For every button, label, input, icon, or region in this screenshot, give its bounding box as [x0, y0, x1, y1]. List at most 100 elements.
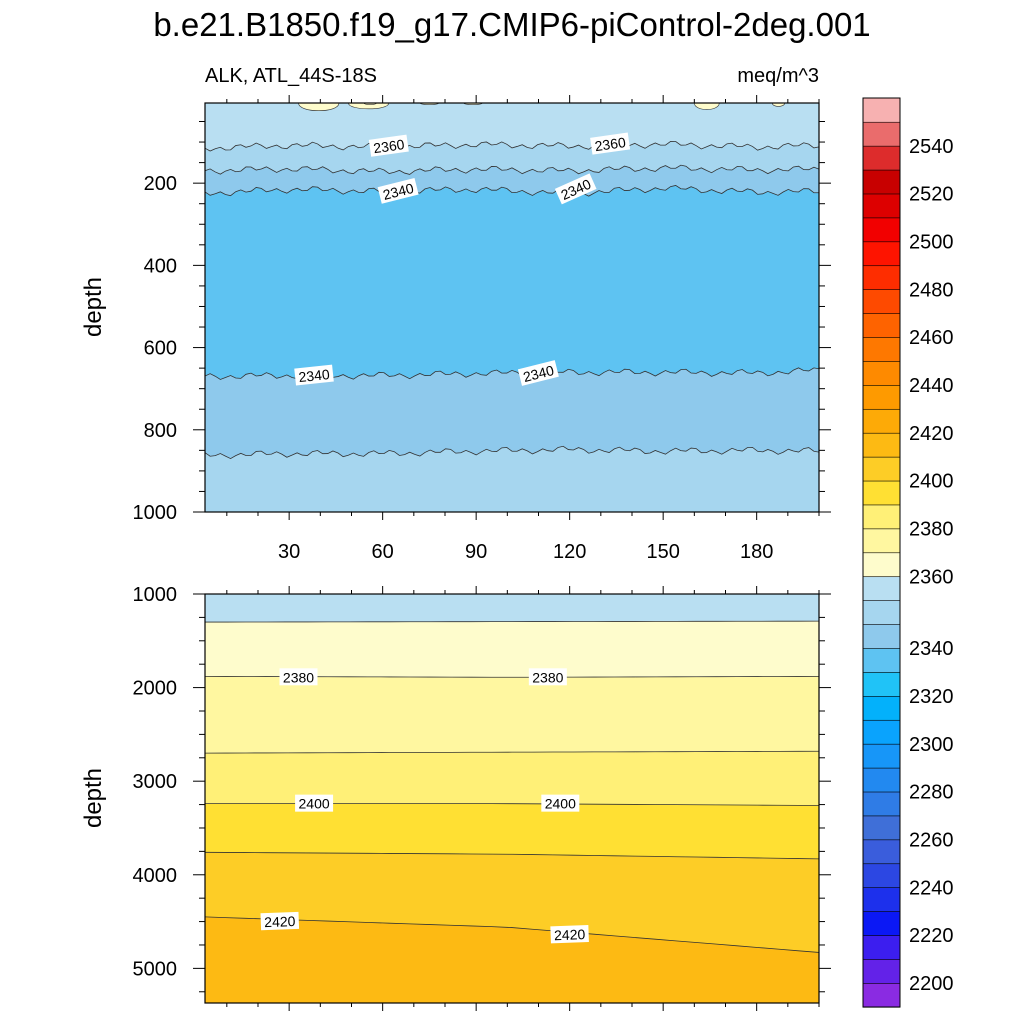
colorbar-swatch [862, 97, 901, 123]
colorbar-tick-label: 2400 [909, 471, 954, 493]
colorbar-swatch [862, 911, 901, 936]
colorbar-swatch [862, 504, 901, 530]
contour-label: 2340 [517, 360, 559, 386]
colorbar-swatch [862, 432, 901, 458]
svg-text:2400: 2400 [299, 796, 330, 812]
lower-contour-labels: 2380 2380 2400 2400 2420 2420 [260, 668, 589, 944]
contour-band [205, 185, 819, 380]
colorbar-swatch [862, 576, 901, 601]
colorbar-tick-label: 2340 [909, 638, 954, 660]
colorbar-swatch [862, 312, 901, 338]
y-tick-label: 2000 [133, 678, 178, 700]
contour-label: 2340 [377, 178, 419, 204]
colorbar-swatch [862, 480, 901, 506]
contour-band [205, 103, 819, 152]
contour-label: 2360 [368, 134, 409, 157]
y-tick-label: 200 [144, 173, 177, 195]
svg-text:2420: 2420 [554, 926, 586, 943]
svg-text:2360: 2360 [372, 136, 405, 156]
contour-label: 2380 [279, 668, 318, 686]
upper-left-string: ALK, ATL_44S-18S [205, 65, 377, 87]
upper-contour-fill [205, 103, 819, 512]
y-tick-label: 1000 [133, 584, 178, 606]
contour-band [205, 367, 819, 459]
contour-line [205, 750, 819, 754]
contour-line [205, 620, 819, 623]
contour-line [205, 916, 819, 953]
contour-band [205, 141, 819, 175]
contour-label: 2400 [541, 794, 580, 812]
contour-label: 2380 [528, 668, 567, 686]
contour-band [205, 916, 819, 1003]
colorbar-tick-label: 2500 [909, 232, 954, 254]
contour-line [205, 851, 819, 860]
upper-units-string: meq/m^3 [737, 65, 819, 87]
lower-x-axis [226, 586, 820, 1011]
contour-label: 2400 [295, 794, 334, 812]
colorbar-swatch [862, 600, 901, 625]
svg-text:2380: 2380 [532, 669, 563, 685]
svg-text:2340: 2340 [381, 180, 415, 203]
lower-panel: 2380 2380 2400 2400 2420 2420 1000 2000 3000 400… [80, 584, 831, 1011]
colorbar-swatch [862, 145, 901, 171]
contour-band [205, 165, 819, 197]
colorbar-swatch [862, 671, 901, 697]
contour-line [205, 185, 819, 197]
contour-band [205, 621, 819, 678]
contour-label: 2340 [294, 364, 334, 386]
colorbar-swatch [862, 839, 901, 865]
contour-band [205, 803, 819, 859]
contour-label: 2420 [260, 911, 300, 931]
y-tick-label: 400 [144, 255, 177, 277]
colorbar-swatch [862, 887, 901, 912]
lower-y-axis: 1000 2000 3000 4000 5000 [133, 584, 831, 993]
colorbar-swatch [862, 934, 901, 960]
svg-text:2400: 2400 [545, 796, 576, 812]
y-tick-label: 5000 [133, 958, 178, 980]
colorbar-swatch [862, 193, 901, 219]
svg-text:2420: 2420 [264, 913, 296, 930]
colorbar-swatch [862, 528, 901, 554]
colorbar-swatch [862, 719, 901, 745]
x-tick-label: 150 [646, 541, 679, 563]
colorbar-swatch [862, 767, 901, 793]
colorbar-tick-label: 2300 [909, 734, 954, 756]
lower-y-axis-label: depth [80, 768, 107, 828]
contour-line [205, 445, 819, 460]
colorbar-tick-label: 2320 [909, 686, 954, 708]
colorbar: 2200 2220 2240 2260 2280 2300 2320 2340 2360 2380… [862, 97, 954, 1008]
colorbar-swatch [862, 552, 901, 578]
contour-band [205, 594, 819, 623]
colorbar-tick-label: 2440 [909, 375, 954, 397]
x-tick-label: 60 [372, 541, 394, 563]
colorbar-swatch [862, 791, 901, 817]
svg-text:2380: 2380 [283, 669, 314, 685]
colorbar-tick-label: 2380 [909, 519, 954, 541]
colorbar-tick-label: 2520 [909, 184, 954, 206]
svg-text:2340: 2340 [298, 366, 331, 385]
colorbar-swatch [862, 647, 901, 673]
x-tick-label: 30 [278, 541, 300, 563]
x-tick-label: 120 [553, 541, 586, 563]
colorbar-tick-label: 2240 [909, 877, 954, 899]
colorbar-swatch [862, 863, 901, 888]
contour-label: 2420 [550, 925, 589, 944]
colorbar-tick-label: 2280 [909, 782, 954, 804]
y-tick-label: 3000 [133, 771, 178, 793]
figure-title: b.e21.B1850.f19_g17.CMIP6-piControl-2deg… [153, 6, 870, 43]
y-tick-label: 1000 [133, 502, 178, 524]
contour-band [205, 852, 819, 953]
colorbar-tick-label: 2220 [909, 925, 954, 947]
colorbar-swatch [862, 121, 901, 147]
colorbar-tick-label: 2200 [909, 973, 954, 995]
colorbar-swatch [862, 265, 901, 290]
y-tick-label: 800 [144, 420, 177, 442]
upper-y-axis: 200 400 600 800 1000 [133, 120, 831, 524]
svg-text:2360: 2360 [594, 134, 627, 154]
colorbar-swatch [862, 384, 901, 410]
colorbar-swatch [862, 336, 901, 362]
contour-line [205, 164, 819, 175]
colorbar-tick-label: 2480 [909, 279, 954, 301]
upper-x-axis: 30 60 90 120 150 180 [226, 95, 820, 563]
